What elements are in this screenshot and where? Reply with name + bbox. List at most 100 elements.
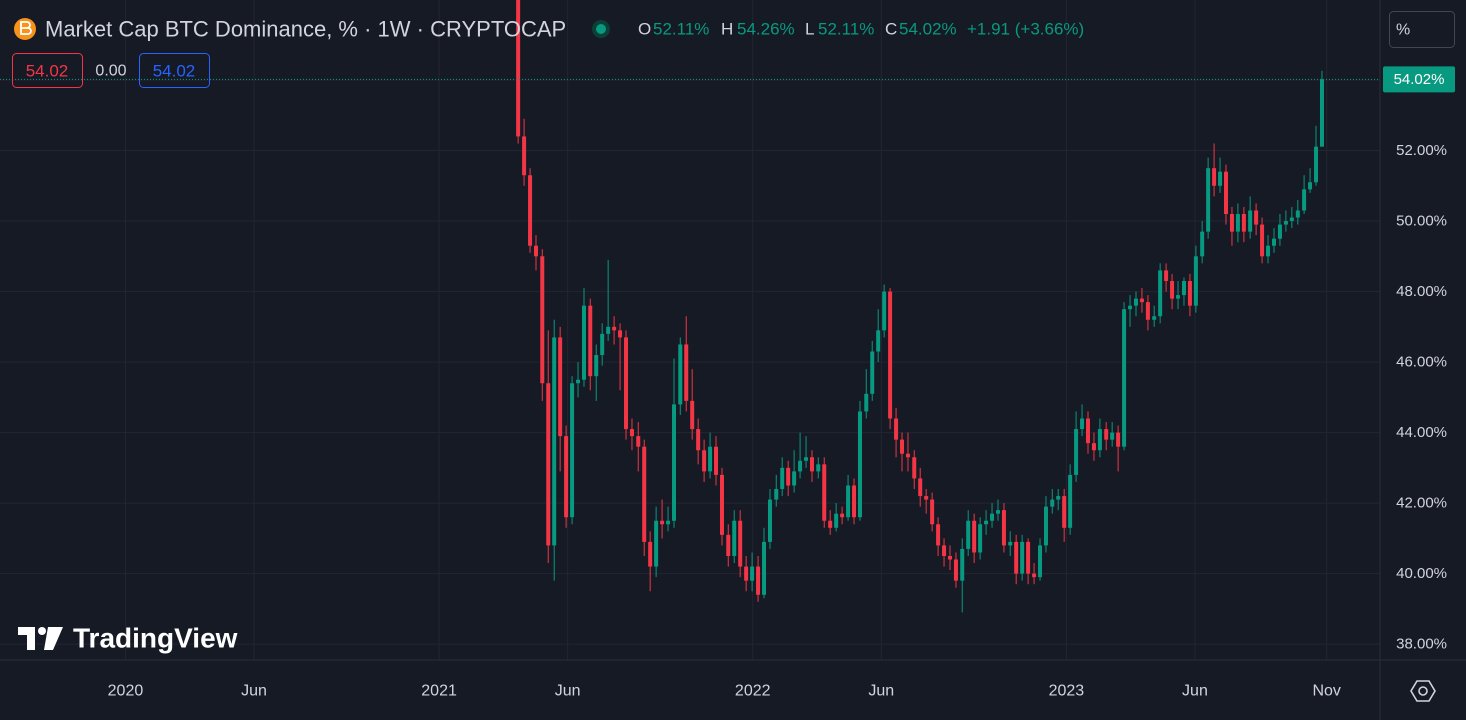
candle-body: [1164, 270, 1169, 281]
candle-body: [660, 520, 665, 525]
chart-title: Market Cap BTC Dominance, % · 1W · CRYPT…: [45, 17, 566, 42]
candle-body: [1116, 432, 1121, 447]
candle-body: [1152, 316, 1157, 320]
candle-body: [702, 450, 707, 472]
candle-body: [1074, 429, 1079, 475]
candle-body: [581, 305, 586, 380]
candle-body: [1008, 541, 1013, 546]
candle-body: [1254, 210, 1259, 225]
change-value: +1.91 (+3.66%): [967, 20, 1084, 39]
candle-body: [696, 429, 701, 451]
candle-body: [1218, 171, 1223, 186]
indicator-value: 0.00: [95, 63, 126, 80]
candle-body: [1224, 171, 1229, 215]
y-tick-label: 52.00%: [1396, 142, 1447, 159]
candles: [0, 0, 1380, 613]
x-tick-label: Jun: [241, 683, 267, 700]
candle-body: [690, 400, 695, 430]
last-price-label: 54.02%: [1394, 71, 1445, 88]
candle-body: [1001, 510, 1006, 546]
candle-body: [1056, 496, 1061, 500]
candle-body: [576, 379, 581, 384]
candle-body: [1139, 298, 1144, 303]
candle-body: [774, 489, 779, 500]
candle-body: [1050, 499, 1055, 507]
y-tick-label: 38.00%: [1396, 636, 1447, 653]
status-dot: [596, 24, 606, 34]
open-value: 52.11%: [653, 20, 709, 39]
x-tick-label: Nov: [1312, 683, 1340, 700]
y-tick-label: 44.00%: [1396, 424, 1447, 441]
scale-mode-button[interactable]: [1389, 11, 1455, 48]
candle-body: [1122, 309, 1127, 447]
scale-mode: %: [1396, 22, 1410, 39]
candle-body: [786, 467, 791, 486]
candle-body: [1068, 474, 1073, 528]
candle-body: [834, 513, 839, 528]
candle-body: [1145, 302, 1150, 320]
y-tick-label: 42.00%: [1396, 495, 1447, 512]
candle-body: [642, 446, 647, 542]
y-tick-label: 46.00%: [1396, 354, 1447, 371]
candle-body: [767, 499, 772, 542]
candle-body: [990, 513, 995, 521]
x-tick-label: 2021: [421, 683, 457, 700]
x-tick-label: 2023: [1049, 683, 1085, 700]
candle-body: [618, 330, 623, 338]
candle-body: [1181, 280, 1186, 296]
candle-body: [654, 520, 659, 567]
candle-body: [1038, 545, 1043, 578]
coin-glyph: [20, 21, 32, 35]
logo-text: TradingView: [73, 623, 238, 654]
candle-body: [612, 326, 617, 331]
candle-body: [516, 0, 521, 137]
candle-body: [912, 457, 917, 479]
candle-body: [756, 566, 761, 595]
candle-body: [708, 446, 713, 472]
candle-body: [1277, 224, 1282, 239]
logo-icon: [18, 627, 63, 650]
candle-body: [1319, 79, 1324, 147]
candle-body: [804, 457, 809, 461]
high-key: H: [721, 20, 733, 39]
candle-body: [1302, 189, 1307, 211]
indicator-box[interactable]: [139, 53, 210, 88]
candle-body: [1187, 280, 1192, 306]
candle-body: [672, 404, 677, 521]
candle-body: [540, 256, 545, 384]
axes: 38.00% 40.00% 42.00% 44.00% 46.00% 48.00% 50.0…: [108, 66, 1455, 700]
candle-body: [564, 436, 569, 518]
candle-body: [1026, 541, 1031, 574]
candle-body: [780, 467, 785, 490]
candle-body: [1176, 295, 1181, 299]
candle-body: [1020, 541, 1025, 574]
candle-body: [726, 534, 731, 556]
candle-body: [1235, 214, 1240, 232]
candle-body: [1110, 432, 1115, 440]
x-tick-label: 2020: [108, 683, 144, 700]
x-tick-label: Jun: [868, 683, 894, 700]
candle-body: [624, 337, 629, 430]
candle-body: [900, 439, 905, 454]
x-tick-label: 2022: [735, 683, 771, 700]
candle-body: [594, 355, 599, 377]
candle-body: [738, 520, 743, 567]
candle-body: [857, 411, 862, 518]
candle-body: [528, 175, 533, 246]
candle-body: [948, 555, 953, 560]
low-value: 52.11%: [818, 20, 874, 39]
candle-body: [984, 520, 989, 525]
indicator-box[interactable]: [12, 53, 83, 88]
candle-body: [792, 471, 797, 486]
candle-body: [558, 337, 563, 437]
candle-body: [1271, 238, 1276, 246]
candle-body: [1086, 418, 1091, 444]
x-tick-label: Jun: [555, 683, 581, 700]
candle-body: [953, 559, 958, 581]
candle-body: [636, 436, 641, 447]
candle-body: [828, 520, 833, 528]
candle-body: [684, 344, 689, 401]
candle-body: [876, 330, 881, 352]
settings-icon[interactable]: [1410, 680, 1436, 702]
